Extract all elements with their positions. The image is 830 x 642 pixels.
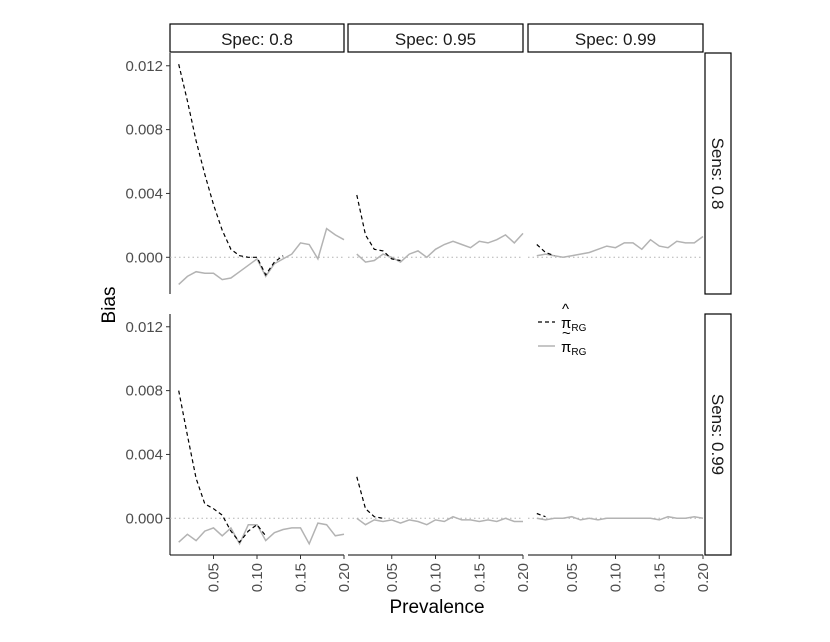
y-tick-label: 0.012 bbox=[125, 319, 163, 336]
x-tick-label: 0.05 bbox=[384, 563, 401, 592]
legend-label: πRG bbox=[561, 339, 587, 358]
legend: ^πRG~πRG bbox=[538, 301, 587, 358]
column-strip bbox=[169, 23, 345, 53]
x-tick-label: 0.20 bbox=[336, 563, 353, 592]
x-tick-label: 0.05 bbox=[206, 563, 223, 592]
row-strip bbox=[704, 313, 732, 556]
row-strip-label: Sens: 0.8 bbox=[708, 138, 727, 210]
series-line-pi-hat bbox=[536, 244, 555, 257]
series-line-pi-hat bbox=[178, 390, 267, 544]
column-strip-label: Spec: 0.8 bbox=[221, 30, 293, 49]
x-tick-label: 0.10 bbox=[249, 563, 266, 592]
series-line-pi-tilde bbox=[536, 515, 704, 521]
x-axis-title: Prevalence bbox=[389, 597, 484, 618]
y-axis-title: Bias bbox=[99, 287, 120, 324]
x-tick-label: 0.15 bbox=[651, 563, 668, 592]
series-line-pi-hat bbox=[178, 64, 284, 276]
series-line-pi-tilde bbox=[356, 515, 523, 526]
series-line-pi-tilde bbox=[178, 522, 345, 546]
y-tick-label: 0.000 bbox=[125, 510, 163, 527]
column-strip bbox=[527, 23, 704, 53]
series-line-pi-hat bbox=[356, 194, 401, 262]
row-strip bbox=[704, 52, 732, 295]
x-tick-label: 0.15 bbox=[471, 563, 488, 592]
y-tick-label: 0.008 bbox=[125, 122, 163, 139]
x-tick-label: 0.10 bbox=[428, 563, 445, 592]
y-tick-label: 0.004 bbox=[125, 446, 163, 463]
panel-layer: Spec: 0.8 Spec: 0.95 Spec: 0.99 Sens: 0.8 Se… bbox=[125, 23, 732, 592]
series-line-pi-hat bbox=[536, 512, 546, 518]
y-tick-label: 0.004 bbox=[125, 185, 163, 202]
column-strip bbox=[347, 23, 524, 53]
column-strip-label: Spec: 0.99 bbox=[575, 30, 656, 49]
x-tick-label: 0.20 bbox=[695, 563, 712, 592]
y-tick-label: 0.008 bbox=[125, 383, 163, 400]
series-line-pi-tilde bbox=[536, 235, 704, 259]
y-tick-label: 0.012 bbox=[125, 58, 163, 75]
legend-label: πRG bbox=[561, 315, 587, 334]
y-tick-label: 0.000 bbox=[125, 249, 163, 266]
series-line-pi-tilde bbox=[356, 232, 524, 264]
x-tick-label: 0.05 bbox=[564, 563, 581, 592]
column-strip-label: Spec: 0.95 bbox=[395, 30, 476, 49]
series-line-pi-hat bbox=[356, 476, 384, 519]
x-tick-label: 0.20 bbox=[515, 563, 532, 592]
legend-accent: ~ bbox=[562, 325, 571, 342]
x-tick-label: 0.15 bbox=[293, 563, 310, 592]
series-line-pi-tilde bbox=[178, 227, 345, 285]
row-strip-label: Sens: 0.99 bbox=[708, 394, 727, 475]
legend-accent: ^ bbox=[562, 301, 569, 318]
x-tick-label: 0.10 bbox=[608, 563, 625, 592]
